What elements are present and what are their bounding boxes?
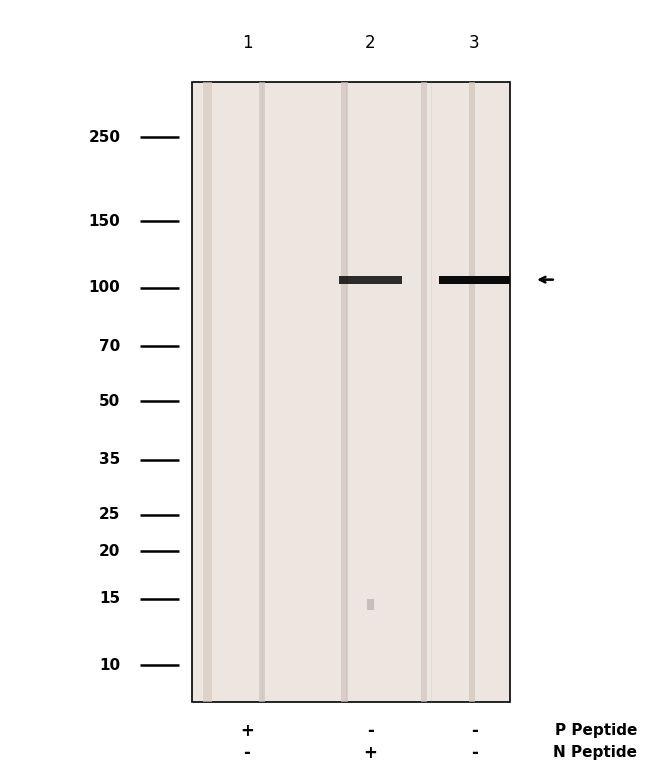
Text: 2: 2 bbox=[365, 34, 376, 52]
Bar bbox=[192, 82, 510, 702]
Bar bbox=[339, 276, 402, 284]
Text: +: + bbox=[240, 722, 254, 739]
Text: -: - bbox=[244, 744, 250, 761]
Text: 150: 150 bbox=[88, 214, 120, 229]
Text: -: - bbox=[471, 744, 478, 761]
Text: 10: 10 bbox=[99, 658, 120, 673]
Text: +: + bbox=[363, 744, 378, 761]
Bar bbox=[439, 276, 510, 284]
Bar bbox=[469, 82, 475, 702]
Text: 1: 1 bbox=[242, 34, 252, 52]
Text: 3: 3 bbox=[469, 34, 480, 52]
Text: -: - bbox=[471, 722, 478, 739]
Bar bbox=[259, 82, 265, 702]
Bar bbox=[421, 82, 427, 702]
Text: P Peptide: P Peptide bbox=[554, 723, 637, 739]
Text: 15: 15 bbox=[99, 591, 120, 606]
Bar bbox=[341, 82, 348, 702]
Bar bbox=[367, 599, 374, 610]
Text: 25: 25 bbox=[99, 507, 120, 522]
Text: N Peptide: N Peptide bbox=[553, 745, 637, 760]
Text: -: - bbox=[367, 722, 374, 739]
Text: 20: 20 bbox=[99, 544, 120, 559]
Bar bbox=[203, 82, 213, 702]
Text: 70: 70 bbox=[99, 339, 120, 354]
Text: 50: 50 bbox=[99, 394, 120, 408]
Text: 250: 250 bbox=[88, 130, 120, 145]
Text: 35: 35 bbox=[99, 452, 120, 467]
Text: 100: 100 bbox=[88, 280, 120, 295]
